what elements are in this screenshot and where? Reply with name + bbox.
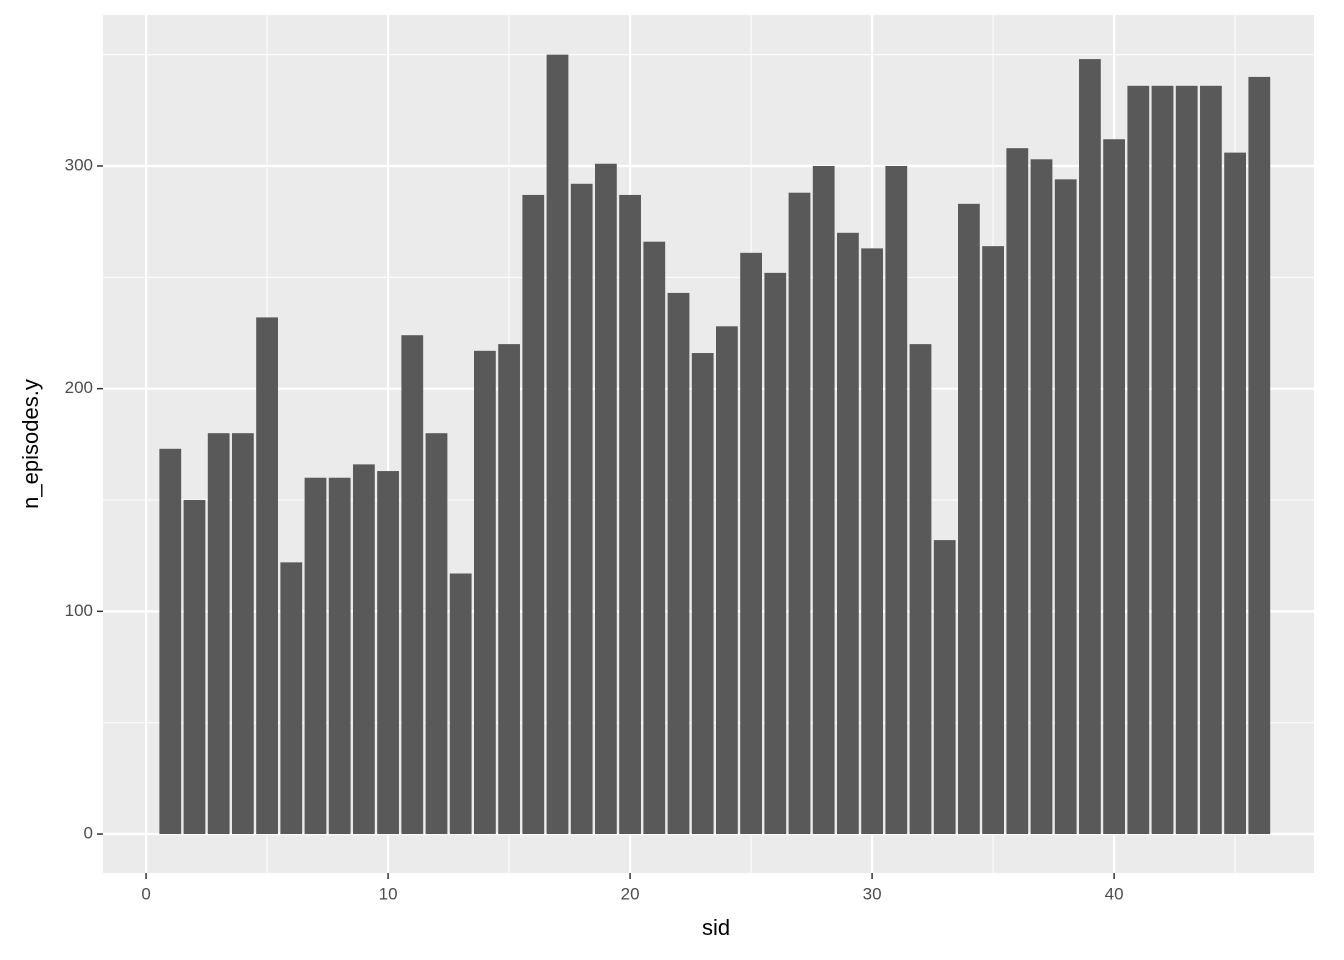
bar [1175,85,1198,835]
bar [425,433,448,835]
y-tick-label: 0 [84,824,93,843]
bar [837,232,859,835]
bar [958,203,980,835]
bar [159,448,182,835]
bar [280,562,303,835]
bar [570,183,593,835]
bar [1103,139,1125,835]
x-tick-label: 40 [1105,884,1124,903]
bar [1151,85,1174,835]
y-tick-label: 300 [65,155,93,174]
bar [401,335,424,835]
bar [619,194,641,835]
x-tick-label: 20 [621,884,640,903]
bar [183,500,206,835]
y-axis-title: n_episodes.y [18,379,43,509]
bar [1054,179,1077,835]
bar [1006,148,1029,835]
bar [377,471,399,835]
bar [861,248,883,835]
bar [594,163,617,835]
bar [788,192,811,835]
bar [207,433,230,835]
x-axis-title: sid [702,915,730,940]
bar [933,540,956,835]
x-tick-label: 30 [863,884,882,903]
bar [667,292,690,835]
bar [643,241,666,835]
bar [885,165,908,835]
bar [473,350,496,835]
bar [522,194,545,835]
bar [909,344,932,835]
bar [304,477,327,835]
y-tick-label: 100 [65,601,93,620]
bar [716,326,738,835]
bar [256,317,278,835]
bar [764,272,787,835]
bar [1248,76,1271,835]
bar [1224,152,1246,835]
bar [352,464,375,835]
bar [449,573,472,835]
bar [1127,85,1150,835]
bar [231,433,254,835]
bar [691,353,714,835]
bar [812,165,835,835]
y-tick-label: 200 [65,378,93,397]
bar [1079,59,1101,835]
bar [328,477,351,835]
bar [546,54,569,835]
bar [498,344,520,835]
x-tick-label: 10 [379,884,398,903]
x-tick-label: 0 [141,884,150,903]
bar [1200,85,1222,835]
bar [982,246,1004,835]
bar [740,252,762,835]
bar [1030,159,1053,835]
